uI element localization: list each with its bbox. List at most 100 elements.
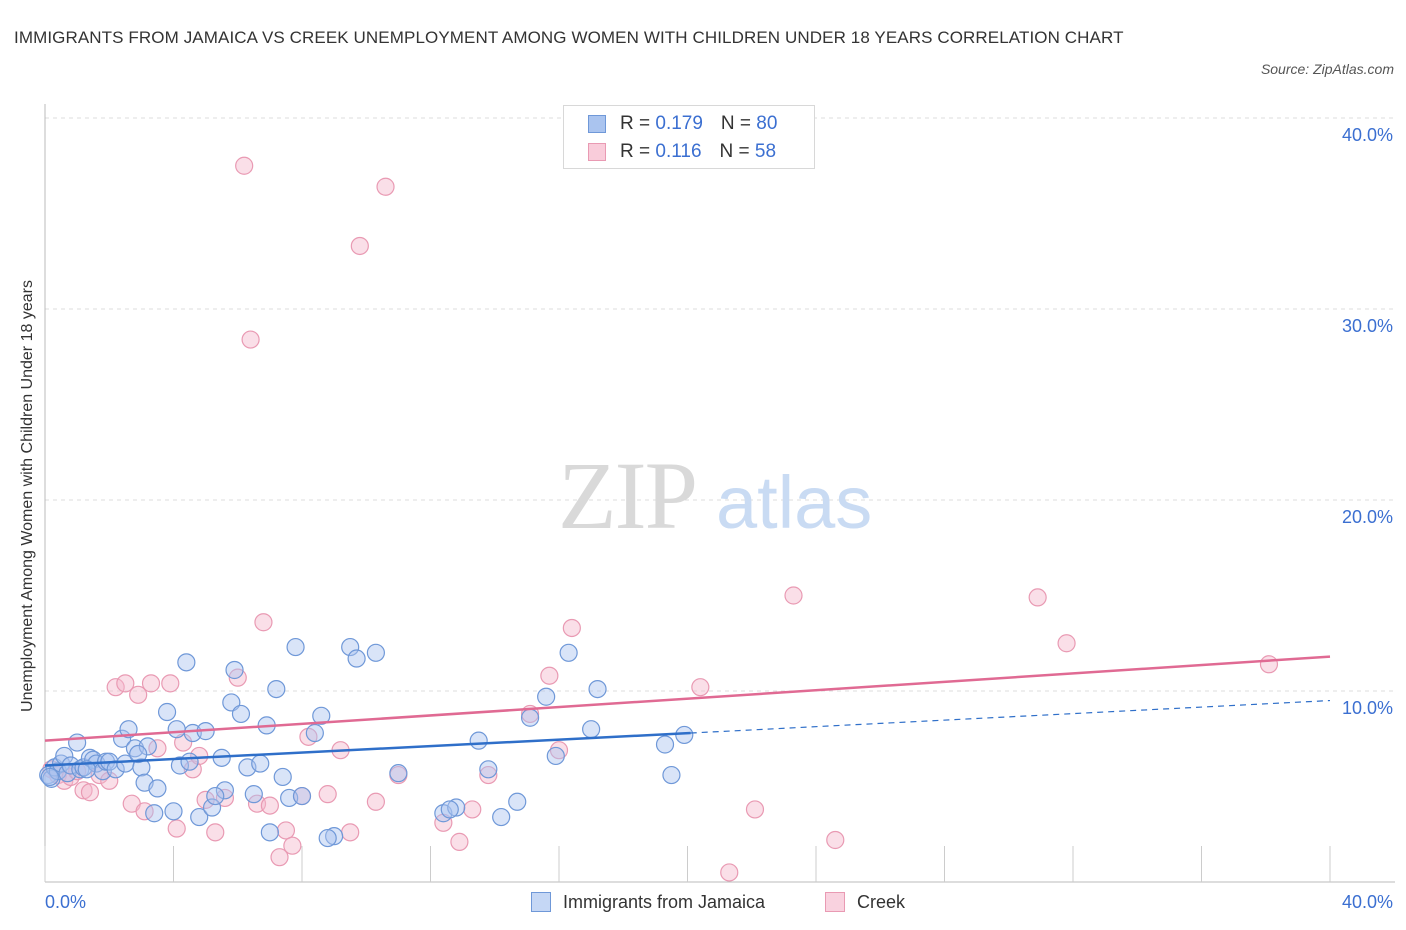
creek-point	[283, 836, 302, 855]
jamaica-point	[251, 754, 270, 773]
source-label: Source: ZipAtlas.com	[1260, 61, 1394, 77]
chart-title: IMMIGRANTS FROM JAMAICA VS CREEK UNEMPLO…	[14, 28, 1124, 47]
bottom-swatch-jamaica	[531, 892, 551, 912]
legend-r-label: R =	[620, 141, 656, 162]
jamaica-point	[286, 637, 305, 657]
jamaica-point	[148, 779, 167, 798]
jamaica-point	[215, 781, 234, 800]
jamaica-point	[206, 786, 225, 806]
correlation-legend: R = 0.179 N = 80 R = 0.116 N = 58	[563, 105, 815, 169]
jamaica-point	[582, 720, 601, 739]
jamaica-point	[167, 720, 186, 739]
jamaica-point	[305, 723, 324, 743]
creek-point	[270, 848, 289, 867]
bottom-legend-label-creek: Creek	[857, 891, 906, 912]
legend-r-value: 0.179	[655, 113, 703, 134]
jamaica-point	[662, 765, 681, 785]
jamaica-point	[546, 746, 565, 766]
jamaica-point	[447, 798, 466, 817]
legend-r-value: 0.116	[655, 141, 702, 162]
creek-point	[366, 792, 385, 811]
jamaica-point	[675, 725, 694, 745]
jamaica-point	[440, 800, 459, 819]
jamaica-point	[469, 731, 488, 750]
y-tick-label: 10.0%	[1342, 698, 1393, 718]
jamaica-point	[347, 649, 366, 668]
jamaica-point	[508, 792, 527, 811]
jamaica-point	[164, 802, 183, 821]
jamaica-point	[492, 807, 511, 827]
creek-point	[826, 830, 845, 850]
jamaica-point	[292, 786, 312, 806]
x-tick-label: 40.0%	[1342, 892, 1393, 912]
watermark-atlas: atlas	[716, 461, 872, 544]
jamaica-point	[225, 660, 244, 680]
creek-point	[116, 674, 135, 693]
jamaica-point	[129, 744, 148, 764]
creek-point	[784, 586, 803, 605]
creek-point	[1259, 655, 1279, 674]
jamaica-point	[231, 704, 251, 724]
creek-point	[129, 685, 148, 704]
creek-point	[241, 330, 260, 349]
y-tick-label: 20.0%	[1342, 507, 1393, 527]
y-tick-label: 30.0%	[1342, 316, 1393, 336]
legend-swatch-creek	[588, 143, 606, 161]
trend-lines	[44, 655, 1331, 767]
jamaica-point	[77, 760, 96, 779]
jamaica-point	[138, 737, 157, 756]
creek-point	[276, 821, 296, 840]
creek-point	[161, 674, 180, 693]
jamaica-point	[366, 643, 385, 662]
bottom-legend-label-jamaica: Immigrants from Jamaica	[563, 891, 766, 912]
creek-point	[376, 177, 395, 196]
creek-point	[106, 678, 125, 697]
axes	[44, 104, 1395, 883]
y-axis-label: Unemployment Among Women with Children U…	[19, 280, 36, 712]
legend-n-label: N =	[719, 141, 755, 162]
creek-point	[540, 666, 559, 685]
creek-point	[562, 618, 581, 638]
legend-n-value: 80	[756, 113, 778, 134]
jamaica-point	[119, 720, 138, 739]
creek-point	[74, 781, 93, 800]
creek-point	[549, 741, 569, 760]
jamaica-point	[202, 798, 222, 817]
jamaica-point	[559, 643, 578, 662]
watermark: ZIP atlas	[558, 442, 872, 549]
bottom-swatch-creek	[825, 892, 845, 912]
legend-row-creek: R = 0.116 N = 58	[588, 140, 776, 164]
jamaica-point	[318, 828, 337, 848]
creek-point	[691, 678, 710, 697]
jamaica-point	[520, 708, 540, 727]
creek-point	[1028, 588, 1047, 607]
creek-point	[141, 674, 161, 693]
creek-point	[318, 785, 337, 804]
creek-point	[1057, 634, 1076, 653]
jamaica-point	[588, 679, 607, 699]
watermark-zip: ZIP	[558, 442, 696, 549]
tick-labels: 10.0% 20.0% 30.0% 40.0% 0.0% 40.0%	[45, 125, 1393, 912]
jamaica-point	[170, 756, 190, 775]
jamaica-point	[655, 735, 675, 754]
jamaica-point	[273, 767, 292, 787]
jamaica-point	[479, 760, 498, 779]
legend-n-label: N =	[720, 113, 757, 134]
x-tick-label: 0.0%	[45, 892, 86, 912]
jamaica-point	[132, 758, 151, 777]
jamaica-point	[180, 752, 199, 771]
jamaica-point	[177, 653, 196, 672]
creek-point	[80, 783, 100, 802]
jamaica-point	[312, 706, 331, 725]
jamaica-point	[389, 764, 408, 783]
creek-point	[260, 796, 279, 815]
creek-point	[190, 746, 209, 766]
creek-point	[450, 832, 469, 851]
jamaica-point	[325, 827, 344, 846]
jamaica-point	[260, 823, 279, 842]
creek-point	[720, 863, 739, 882]
creek-point	[341, 823, 360, 842]
jamaica-point	[190, 807, 209, 827]
creek-point	[463, 800, 482, 819]
legend-r-label: R =	[620, 113, 656, 134]
